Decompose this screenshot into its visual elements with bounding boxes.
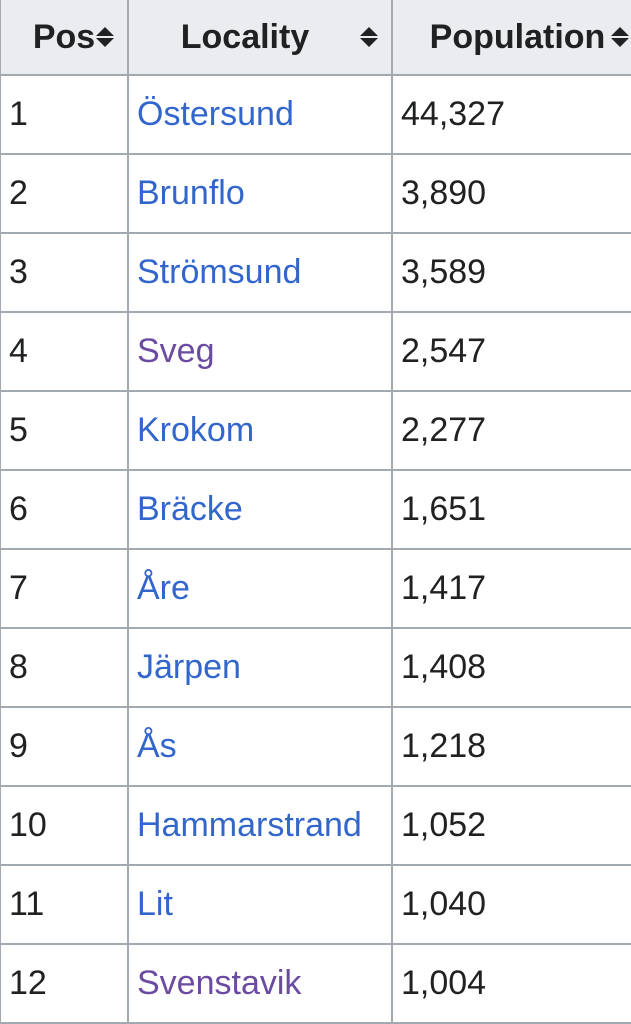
pos-cell: 12 [0,943,129,1024]
locality-link[interactable]: Östersund [137,95,294,133]
locality-cell: Östersund [127,74,393,155]
locality-link[interactable]: Strömsund [137,253,302,291]
population-cell: 1,052 [391,785,631,866]
population-cell: 44,327 [391,74,631,155]
population-cell: 1,408 [391,627,631,708]
pos-cell: 3 [0,232,129,313]
locality-cell: Lit [127,864,393,945]
locality-link[interactable]: Lit [137,885,173,923]
locality-cell: Hammarstrand [127,785,393,866]
population-cell: 2,277 [391,390,631,471]
pos-cell: 5 [0,390,129,471]
population-cell: 1,218 [391,706,631,787]
locality-link[interactable]: Krokom [137,411,255,449]
header-population[interactable]: Population [391,0,631,76]
sort-icon[interactable] [95,26,115,48]
table-row: 12 Svenstavik 1,004 [0,943,631,1024]
population-cell: 2,547 [391,311,631,392]
population-cell: 1,651 [391,469,631,550]
locality-cell: Ås [127,706,393,787]
pos-cell: 8 [0,627,129,708]
sort-icon[interactable] [610,26,630,48]
header-locality[interactable]: Locality [127,0,393,76]
population-cell: 1,004 [391,943,631,1024]
header-pos-label: Pos [32,17,96,56]
table-row: 4 Sveg 2,547 [0,311,631,392]
table-row: 11 Lit 1,040 [0,864,631,945]
locality-cell: Krokom [127,390,393,471]
pos-cell: 4 [0,311,129,392]
header-locality-label: Locality [180,17,310,56]
population-cell: 1,040 [391,864,631,945]
pos-cell: 10 [0,785,129,866]
pos-cell: 9 [0,706,129,787]
locality-cell: Strömsund [127,232,393,313]
table-row: 6 Bräcke 1,651 [0,469,631,550]
table-row: 5 Krokom 2,277 [0,390,631,471]
table-row: 3 Strömsund 3,589 [0,232,631,313]
table-row: 9 Ås 1,218 [0,706,631,787]
locality-link[interactable]: Åre [137,569,190,607]
pos-cell: 6 [0,469,129,550]
table-row: 1 Östersund 44,327 [0,74,631,155]
locality-cell: Järpen [127,627,393,708]
locality-link[interactable]: Svenstavik [137,964,302,1002]
locality-cell: Brunflo [127,153,393,234]
table-row: 7 Åre 1,417 [0,548,631,629]
table-header-row: Pos Locality Population [0,0,631,76]
population-cell: 3,890 [391,153,631,234]
locality-link[interactable]: Hammarstrand [137,806,362,844]
pos-cell: 11 [0,864,129,945]
sort-icon[interactable] [359,26,379,48]
header-pos[interactable]: Pos [0,0,129,76]
table-row: 2 Brunflo 3,890 [0,153,631,234]
locality-link[interactable]: Ås [137,727,177,765]
table-row: 8 Järpen 1,408 [0,627,631,708]
locality-link[interactable]: Sveg [137,332,215,370]
locality-cell: Åre [127,548,393,629]
population-cell: 3,589 [391,232,631,313]
header-population-label: Population [429,17,606,56]
locality-cell: Bräcke [127,469,393,550]
pos-cell: 1 [0,74,129,155]
pos-cell: 7 [0,548,129,629]
population-cell: 1,417 [391,548,631,629]
locality-cell: Svenstavik [127,943,393,1024]
locality-link[interactable]: Järpen [137,648,241,686]
table-body: 1 Östersund 44,327 2 Brunflo 3,890 3 Str… [0,74,631,1024]
locality-cell: Sveg [127,311,393,392]
locality-link[interactable]: Bräcke [137,490,243,528]
locality-link[interactable]: Brunflo [137,174,245,212]
pos-cell: 2 [0,153,129,234]
table-row: 10 Hammarstrand 1,052 [0,785,631,866]
